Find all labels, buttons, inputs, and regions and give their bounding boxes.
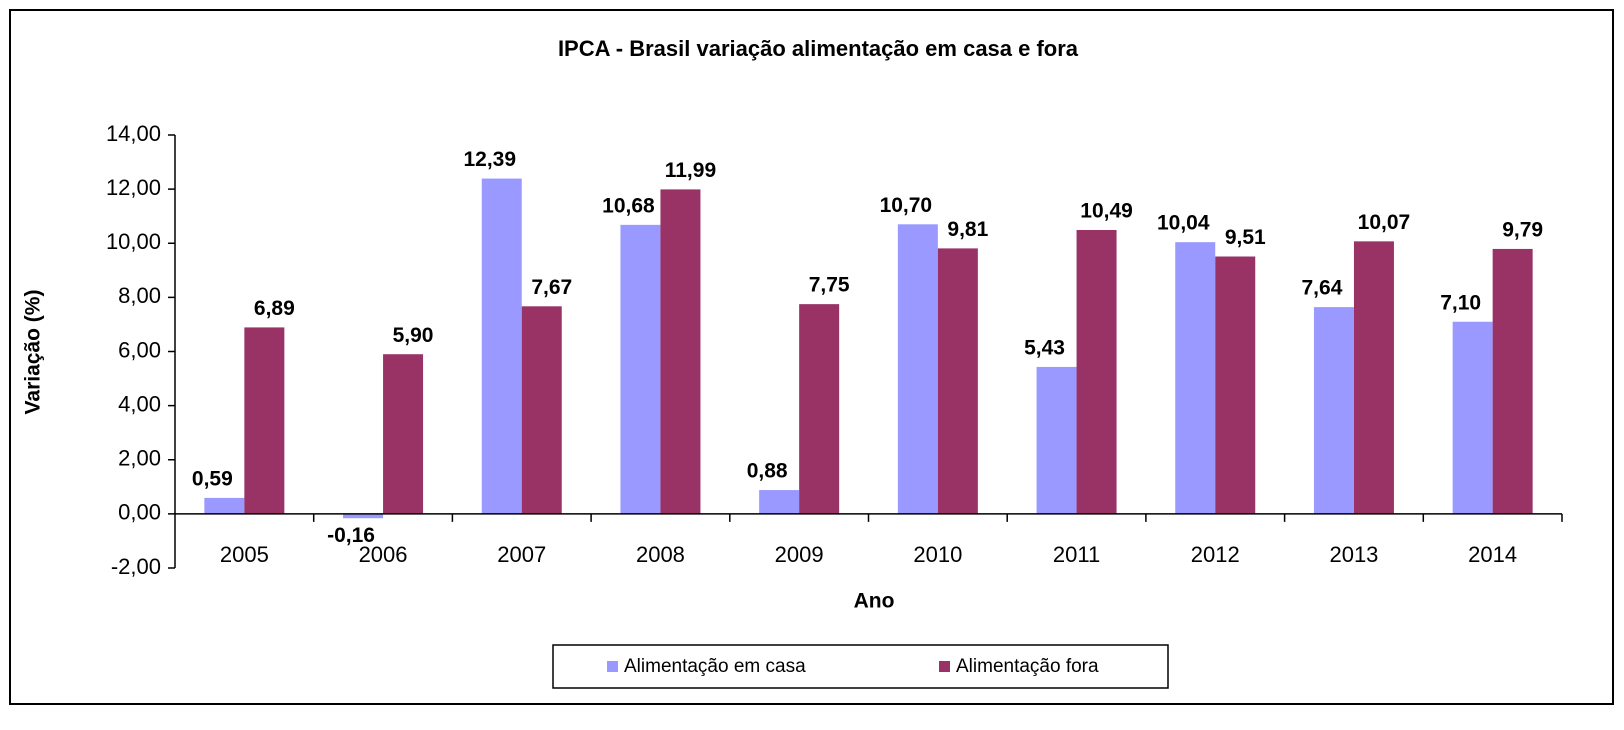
chart-title: IPCA - Brasil variação alimentação em ca… [558, 36, 1079, 61]
legend-box [552, 644, 1169, 689]
x-tick-label: 2011 [1053, 542, 1100, 567]
data-label: 10,49 [1080, 200, 1133, 223]
data-label: 10,68 [602, 194, 655, 217]
data-label: 12,39 [463, 148, 516, 171]
y-tick-label: 4,00 [118, 391, 161, 416]
bar [1492, 248, 1533, 514]
bar [1036, 366, 1077, 514]
bar [521, 306, 562, 514]
bar [660, 189, 701, 514]
data-label: 7,64 [1302, 277, 1343, 300]
data-label: 9,81 [947, 218, 988, 241]
bar [937, 248, 978, 514]
y-tick-label: 14,00 [106, 121, 161, 146]
y-tick-label: 6,00 [118, 337, 161, 362]
x-tick-label: 2005 [220, 542, 269, 567]
bar [481, 178, 522, 514]
x-tick-label: 2012 [1191, 542, 1240, 567]
bar [1175, 242, 1216, 514]
y-tick-label: 0,00 [118, 500, 161, 525]
data-label: 7,67 [531, 276, 572, 299]
data-label: 10,70 [880, 194, 933, 217]
x-tick-label: 2010 [913, 542, 962, 567]
data-label: 10,07 [1358, 211, 1411, 234]
x-tick-label: 2007 [497, 542, 546, 567]
x-tick-label: 2008 [636, 542, 685, 567]
data-label: 11,99 [665, 159, 716, 182]
y-tick-label: 12,00 [106, 175, 161, 200]
legend-swatch [607, 661, 618, 672]
y-tick-label: -2,00 [111, 554, 161, 579]
bar [759, 490, 800, 514]
data-label: 7,75 [809, 274, 850, 297]
bar [1076, 229, 1117, 514]
y-tick-label: 8,00 [118, 283, 161, 308]
legend-swatch [939, 661, 950, 672]
bar [620, 224, 661, 514]
data-label: 5,90 [393, 324, 434, 347]
x-axis-title: Ano [854, 590, 895, 613]
data-label: 6,89 [254, 297, 295, 320]
bar [204, 497, 245, 514]
y-tick-label: 10,00 [106, 229, 161, 254]
data-label: 7,10 [1440, 291, 1481, 314]
x-tick-label: 2006 [359, 542, 408, 567]
legend-label: Alimentação fora [956, 656, 1099, 677]
x-tick-label: 2009 [775, 542, 824, 567]
bar [1313, 307, 1354, 514]
bar [244, 327, 285, 514]
data-label: 9,51 [1225, 226, 1266, 249]
data-label: 0,88 [747, 460, 788, 483]
bar [1215, 256, 1256, 514]
x-tick-label: 2014 [1468, 542, 1517, 567]
bar [383, 354, 424, 514]
bar [799, 304, 840, 514]
y-tick-label: 2,00 [118, 446, 161, 471]
bar [343, 513, 384, 519]
bar [1353, 241, 1394, 514]
bar [897, 224, 938, 514]
data-label: 0,59 [192, 467, 233, 490]
bar [1452, 321, 1493, 514]
data-label: -0,16 [327, 524, 375, 547]
data-label: 10,04 [1157, 212, 1210, 235]
legend-label: Alimentação em casa [624, 656, 806, 677]
x-tick-label: 2013 [1329, 542, 1378, 567]
data-label: 9,79 [1502, 218, 1543, 241]
data-label: 5,43 [1024, 336, 1065, 359]
y-axis-title: Variação (%) [22, 290, 45, 415]
